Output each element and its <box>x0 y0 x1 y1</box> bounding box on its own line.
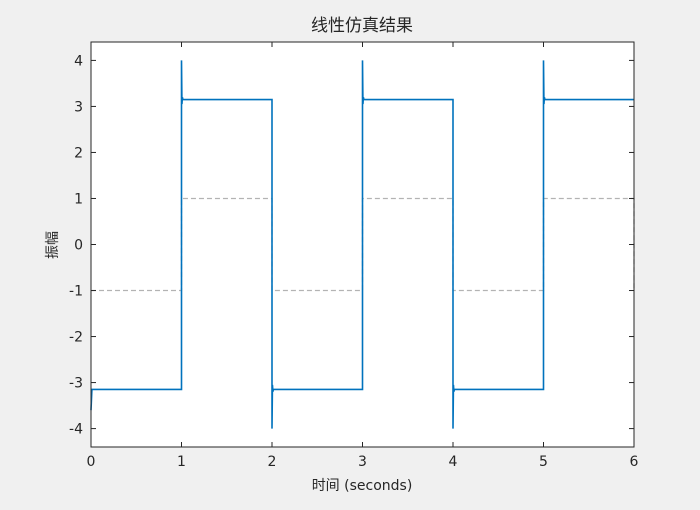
y-axis-label: 振幅 <box>45 231 61 259</box>
y-tick-label: -4 <box>69 422 83 438</box>
y-tick-label: 3 <box>74 99 83 115</box>
x-tick-label: 5 <box>539 454 548 470</box>
y-tick-label: -3 <box>69 376 83 392</box>
x-tick-label: 0 <box>87 454 96 470</box>
y-tick-label: -2 <box>69 330 83 346</box>
y-tick-label: -1 <box>69 284 83 300</box>
x-tick-label: 3 <box>358 454 367 470</box>
axes-layer: 0 1 2 3 4 5 6 -4 -3 -2 -1 0 1 2 3 4 <box>69 42 639 470</box>
series-line-2 <box>90 60 634 429</box>
y-tick-label: 2 <box>74 145 83 161</box>
x-tick-label: 4 <box>449 454 458 470</box>
x-axis-label: 时间 (seconds) <box>312 478 413 494</box>
y-tick-label: 1 <box>74 191 83 207</box>
chart-title: 线性仿真结果 <box>311 16 413 36</box>
series-layer <box>90 60 635 429</box>
x-tick-label: 6 <box>630 454 639 470</box>
x-tick-label: 1 <box>177 454 186 470</box>
plot-frame <box>90 41 635 448</box>
y-tick-label: 0 <box>74 238 83 254</box>
x-tick-label: 2 <box>268 454 277 470</box>
y-tick-label: 4 <box>74 53 83 69</box>
